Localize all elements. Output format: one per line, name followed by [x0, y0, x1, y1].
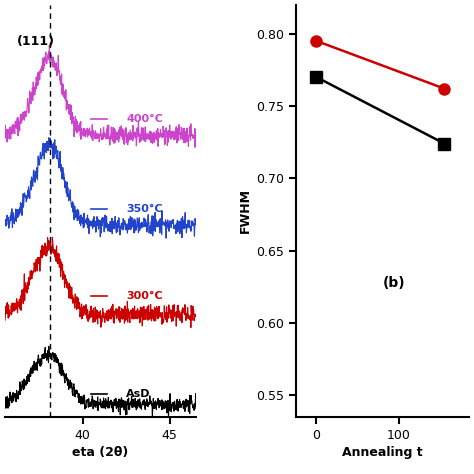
Y-axis label: FWHM: FWHM — [239, 189, 252, 233]
X-axis label: eta (2θ): eta (2θ) — [72, 446, 128, 459]
X-axis label: Annealing t: Annealing t — [342, 446, 423, 459]
Text: (111): (111) — [17, 35, 55, 48]
Text: AsD: AsD — [126, 389, 151, 399]
Text: 400°C: 400°C — [126, 115, 163, 125]
Text: (b): (b) — [383, 276, 405, 290]
Text: 350°C: 350°C — [126, 204, 163, 214]
Text: 300°C: 300°C — [126, 291, 163, 301]
